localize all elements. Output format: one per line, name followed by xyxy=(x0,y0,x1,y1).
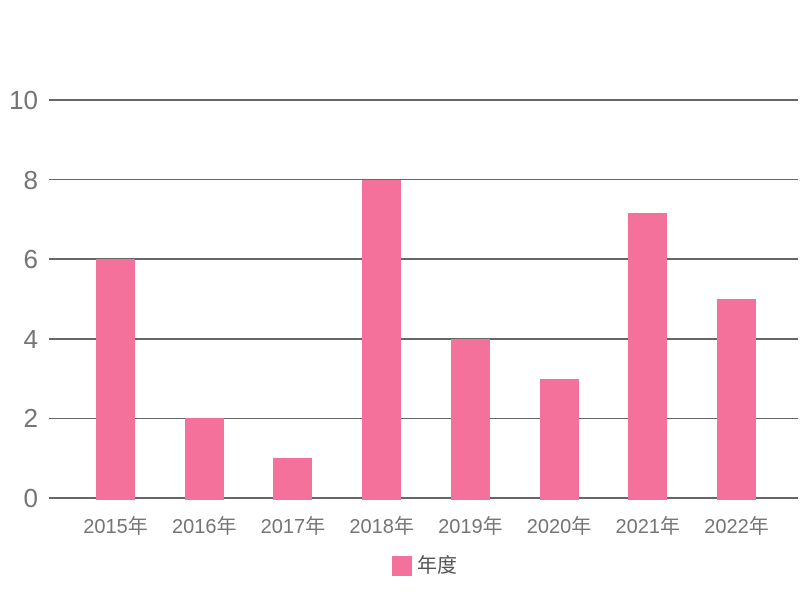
bar xyxy=(96,259,135,500)
y-axis-tick-label: 6 xyxy=(23,244,38,275)
x-axis-tick-label: 2017年 xyxy=(260,516,326,538)
gridline xyxy=(49,99,798,101)
legend[interactable]: 年度 xyxy=(392,555,457,577)
gridline xyxy=(49,178,798,181)
gridline xyxy=(49,497,798,499)
gridline xyxy=(49,338,798,340)
bar xyxy=(362,179,402,500)
x-axis-tick-label: 2019年 xyxy=(438,516,503,538)
bar xyxy=(273,458,313,500)
legend-label: 年度 xyxy=(417,555,457,577)
bar xyxy=(628,213,668,500)
x-axis-tick-label: 2018年 xyxy=(349,516,414,538)
legend-swatch-icon xyxy=(392,556,412,576)
gridline xyxy=(49,417,798,420)
x-axis-tick-label: 2020年 xyxy=(526,516,592,538)
gridline xyxy=(49,258,798,260)
x-axis-tick-label: 2016年 xyxy=(171,516,237,538)
y-axis-tick-label: 8 xyxy=(23,164,38,195)
bar xyxy=(539,378,579,500)
y-axis-tick-label: 0 xyxy=(23,483,38,513)
bar xyxy=(450,338,490,500)
y-axis-tick-label: 4 xyxy=(23,323,38,354)
x-axis-tick-label: 2015年 xyxy=(83,516,148,538)
y-axis-tick-label: 10 xyxy=(9,85,38,115)
x-axis-tick-label: 2022年 xyxy=(704,516,769,538)
bar xyxy=(716,299,756,500)
y-axis-tick-label: 2 xyxy=(23,403,38,434)
x-axis-tick-label: 2021年 xyxy=(615,516,681,538)
bar xyxy=(184,418,224,500)
